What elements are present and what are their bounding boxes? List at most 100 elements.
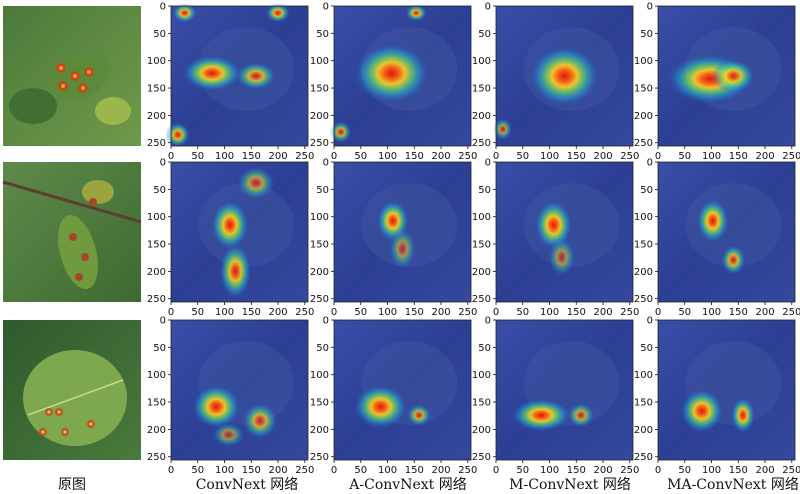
x-tick-label: 50 [354, 151, 367, 162]
y-tick-label: 0 [323, 2, 329, 13]
y-tick-label: 50 [316, 343, 329, 354]
y-tick-label: 200 [147, 425, 166, 436]
y-tick-label: 0 [485, 158, 491, 169]
x-tick-label: 50 [191, 151, 204, 162]
axes-row1-col1: 0 0 50 50 100 100 150 150 200 200 250 250 [147, 2, 314, 163]
caption-original: 原图 [58, 477, 86, 493]
x-tick-label: 200 [431, 307, 450, 318]
y-tick-label: 100 [310, 370, 329, 381]
x-tick-label: 250 [295, 307, 314, 318]
heatmap-row2-col3 [495, 161, 634, 303]
y-tick-label: 250 [147, 294, 166, 305]
x-tick-label: 250 [782, 307, 800, 318]
y-tick-label: 200 [310, 267, 329, 278]
axes-row2-col2: 0 0 50 50 100 100 150 150 200 200 250 250 [310, 158, 477, 319]
hotspot-r1-c2-1 [353, 42, 430, 104]
y-tick-label: 150 [147, 398, 166, 409]
x-tick-label: 0 [331, 151, 337, 162]
y-tick-label: 50 [640, 343, 653, 354]
y-tick-label: 0 [485, 2, 491, 13]
x-tick-label: 50 [354, 307, 367, 318]
x-tick-label: 0 [493, 151, 499, 162]
y-tick-label: 100 [634, 56, 653, 67]
x-tick-label: 200 [755, 307, 774, 318]
y-tick-label: 250 [634, 294, 653, 305]
y-tick-label: 0 [323, 158, 329, 169]
y-tick-label: 50 [478, 29, 491, 40]
x-tick-label: 150 [729, 465, 748, 476]
y-tick-label: 0 [160, 158, 166, 169]
hotspot-r2-c2-2 [388, 227, 417, 270]
x-tick-label: 50 [191, 465, 204, 476]
heatmap-row2-col1 [170, 161, 309, 303]
x-tick-label: 0 [168, 307, 174, 318]
y-tick-label: 50 [316, 29, 329, 40]
heatmap-row1-col3 [493, 5, 634, 147]
y-tick-label: 200 [310, 111, 329, 122]
y-tick-label: 200 [310, 425, 329, 436]
caption-a-convnext: A-ConvNext 网络 [349, 477, 467, 493]
heatmap-row3-col2 [333, 319, 472, 461]
x-tick-label: 0 [655, 465, 661, 476]
x-tick-label: 100 [540, 465, 559, 476]
y-tick-label: 50 [153, 185, 166, 196]
hotspot-r2-c1-3 [236, 166, 276, 200]
x-tick-label: 0 [655, 307, 661, 318]
x-tick-label: 0 [655, 151, 661, 162]
hotspot-r1-c4-2 [711, 59, 756, 93]
heatmap-row3-col4 [657, 319, 796, 461]
axes-row2-col4: 0 0 50 50 100 100 150 150 200 200 250 250 [634, 158, 800, 319]
axes-row3-col2: 0 0 50 50 100 100 150 150 200 200 250 250 [310, 316, 477, 477]
caption-convnext: ConvNext 网络 [195, 477, 299, 493]
y-tick-label: 0 [160, 316, 166, 327]
x-tick-label: 150 [405, 151, 424, 162]
y-tick-label: 100 [472, 370, 491, 381]
y-tick-label: 150 [310, 240, 329, 251]
y-tick-label: 50 [640, 185, 653, 196]
x-tick-label: 250 [458, 307, 477, 318]
hotspot-r2-c3-2 [548, 237, 576, 277]
y-tick-label: 200 [147, 267, 166, 278]
x-tick-label: 150 [242, 465, 261, 476]
y-tick-label: 100 [147, 370, 166, 381]
x-tick-label: 100 [215, 307, 234, 318]
y-tick-label: 0 [323, 316, 329, 327]
y-tick-label: 250 [147, 138, 166, 149]
y-tick-label: 150 [472, 240, 491, 251]
y-tick-label: 250 [634, 452, 653, 463]
axes-row3-col3: 0 0 50 50 100 100 150 150 200 200 250 250 [472, 316, 639, 477]
y-tick-label: 200 [634, 267, 653, 278]
y-tick-label: 250 [472, 452, 491, 463]
x-tick-label: 200 [268, 307, 287, 318]
x-tick-label: 200 [755, 151, 774, 162]
y-tick-label: 100 [147, 56, 166, 67]
x-tick-label: 200 [431, 151, 450, 162]
y-tick-label: 0 [647, 2, 653, 13]
y-tick-label: 50 [153, 29, 166, 40]
y-tick-label: 150 [472, 84, 491, 95]
y-tick-label: 100 [147, 212, 166, 223]
hotspot-r3-c1-3 [212, 422, 245, 448]
hotspot-r1-c3-1 [528, 45, 601, 107]
x-tick-label: 0 [493, 465, 499, 476]
hotspot-r3-c4-1 [679, 388, 724, 434]
x-tick-label: 50 [678, 151, 691, 162]
heatmap-row1-col1 [165, 3, 309, 148]
x-tick-label: 200 [593, 151, 612, 162]
x-tick-label: 150 [405, 465, 424, 476]
x-tick-label: 50 [678, 465, 691, 476]
y-tick-label: 100 [310, 56, 329, 67]
x-tick-label: 200 [593, 465, 612, 476]
original-photo-2 [2, 162, 142, 302]
x-tick-label: 250 [620, 465, 639, 476]
x-tick-label: 50 [191, 307, 204, 318]
x-tick-label: 150 [405, 307, 424, 318]
x-tick-label: 50 [678, 307, 691, 318]
heatmap-row2-col2 [333, 161, 472, 303]
y-tick-label: 50 [478, 343, 491, 354]
y-tick-label: 150 [472, 398, 491, 409]
y-tick-label: 200 [634, 425, 653, 436]
hotspot-r2-c4-1 [696, 198, 730, 244]
y-tick-label: 200 [634, 111, 653, 122]
hotspot-r1-c2-3 [329, 120, 352, 144]
